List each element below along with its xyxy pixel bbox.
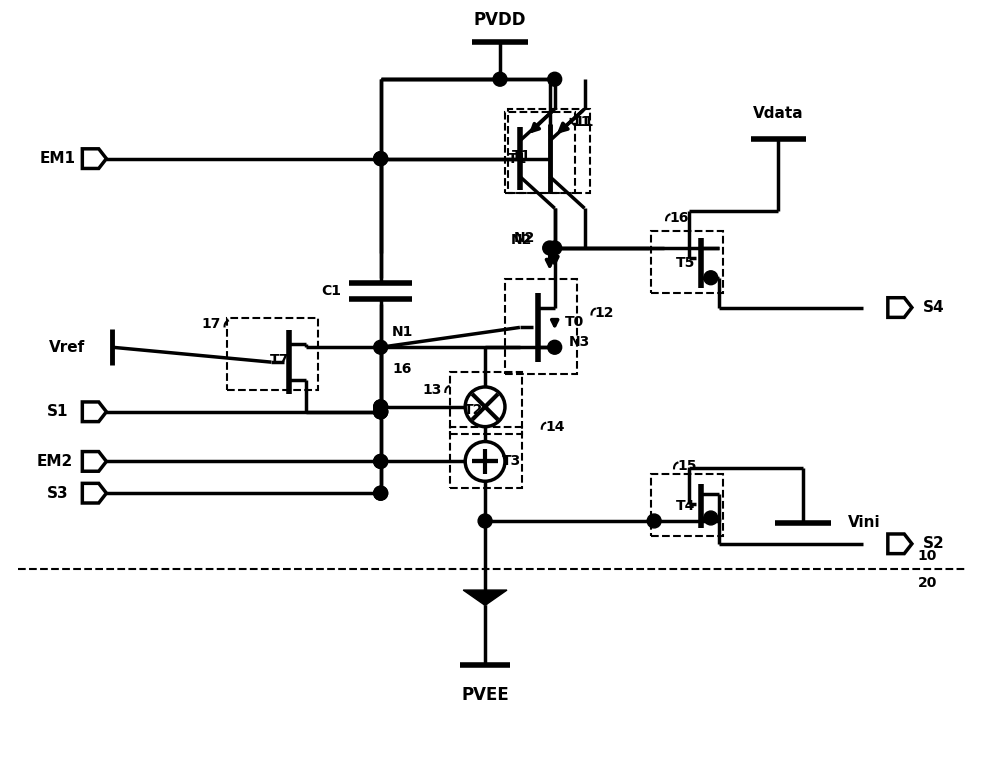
- Text: 16: 16: [393, 362, 412, 376]
- Bar: [505, 112, 575, 194]
- Text: T2: T2: [463, 403, 483, 417]
- Text: T4: T4: [676, 499, 696, 513]
- Circle shape: [543, 241, 557, 255]
- Text: EM2: EM2: [36, 454, 73, 469]
- Text: 11: 11: [572, 115, 591, 129]
- Text: 11: 11: [575, 115, 594, 129]
- Circle shape: [548, 72, 562, 86]
- Circle shape: [374, 454, 388, 469]
- Bar: [450, 427, 522, 488]
- Circle shape: [704, 511, 718, 525]
- Polygon shape: [463, 590, 507, 605]
- Circle shape: [548, 341, 562, 354]
- Circle shape: [374, 341, 388, 354]
- Text: T5: T5: [676, 256, 696, 270]
- Circle shape: [704, 271, 718, 285]
- Text: 17: 17: [202, 318, 221, 331]
- Text: 12: 12: [595, 306, 614, 319]
- Text: 13: 13: [423, 383, 442, 397]
- Circle shape: [374, 454, 388, 469]
- Text: PVDD: PVDD: [474, 11, 526, 29]
- Circle shape: [374, 486, 388, 500]
- Circle shape: [374, 405, 388, 419]
- Text: T3: T3: [502, 454, 522, 469]
- Text: T0: T0: [565, 315, 584, 329]
- Bar: [508, 109, 590, 194]
- Circle shape: [548, 241, 562, 255]
- Text: T1: T1: [512, 149, 532, 162]
- Circle shape: [374, 405, 388, 419]
- Text: S1: S1: [47, 405, 68, 419]
- Text: 16: 16: [669, 211, 689, 226]
- Text: C1: C1: [321, 283, 341, 298]
- Text: Vini: Vini: [848, 515, 881, 530]
- Text: T1: T1: [508, 152, 528, 165]
- Circle shape: [493, 72, 507, 86]
- Text: N2: N2: [514, 231, 536, 245]
- Bar: [505, 279, 577, 374]
- Text: N1: N1: [392, 325, 413, 339]
- Circle shape: [478, 514, 492, 528]
- Text: N2: N2: [511, 233, 533, 247]
- Circle shape: [647, 514, 661, 528]
- Bar: [227, 319, 318, 390]
- Text: 10: 10: [918, 549, 937, 562]
- Text: S3: S3: [47, 485, 68, 501]
- Bar: [651, 474, 723, 536]
- Text: EM1: EM1: [39, 151, 75, 166]
- Text: 20: 20: [918, 575, 937, 590]
- Text: N3: N3: [569, 335, 590, 349]
- Bar: [651, 231, 723, 293]
- Text: Vref: Vref: [49, 340, 86, 355]
- Text: T7: T7: [270, 353, 289, 367]
- Circle shape: [374, 152, 388, 165]
- Circle shape: [374, 152, 388, 165]
- Text: 14: 14: [545, 420, 564, 434]
- Text: S2: S2: [923, 536, 944, 551]
- Circle shape: [374, 486, 388, 500]
- Circle shape: [374, 405, 388, 419]
- Text: S4: S4: [923, 300, 944, 315]
- Circle shape: [374, 400, 388, 414]
- Text: 15: 15: [677, 459, 697, 473]
- Text: Vdata: Vdata: [753, 107, 804, 121]
- Bar: [450, 372, 522, 434]
- Text: PVEE: PVEE: [461, 686, 509, 703]
- Circle shape: [374, 400, 388, 414]
